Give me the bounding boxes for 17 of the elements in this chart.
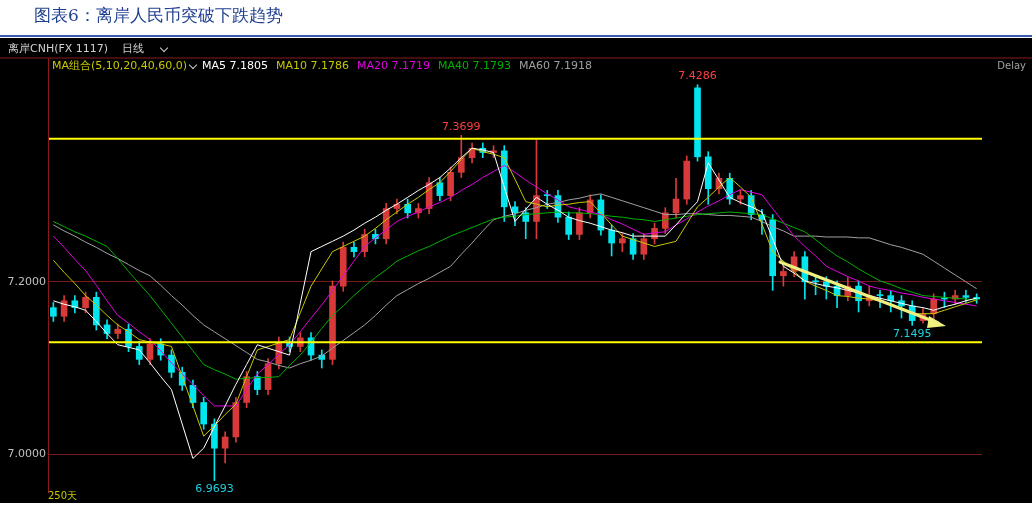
y-tick-label: 7.0000 [7, 447, 46, 461]
annotation: 7.4286 [678, 69, 717, 83]
chart-title: 图表6：离岸人民币突破下跌趋势 [34, 4, 283, 27]
annotation: 250天 [48, 489, 78, 503]
annotation: 7.3699 [442, 119, 481, 133]
chart-subtitle: 离岸CNH(FX 1117) [8, 42, 109, 55]
text: MA60 7.1918 [519, 59, 593, 72]
y-tick-label: 7.2000 [7, 274, 46, 288]
annotation: 6.9693 [195, 482, 234, 496]
text: MA10 7.1786 [276, 59, 350, 72]
annotation: 7.1495 [892, 326, 932, 340]
text: MA5 7.1805 [202, 59, 269, 72]
text: 日线 [122, 42, 145, 55]
legend-title: MA组合(5,10,20,40,60,0) [52, 59, 188, 72]
text: MA20 7.1719 [357, 59, 431, 72]
text: MA40 7.1793 [438, 59, 512, 72]
text: Delay [997, 60, 1026, 71]
